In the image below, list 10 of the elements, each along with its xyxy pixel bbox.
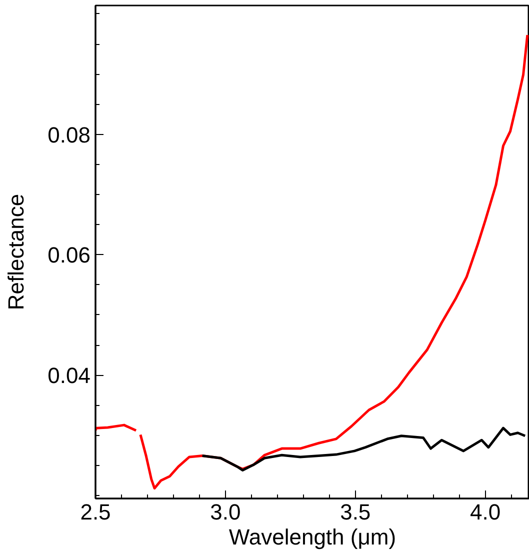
x-tick-label: 2.5	[80, 500, 111, 524]
line-series	[201, 426, 526, 472]
y-tick-label: 0.08	[48, 122, 91, 148]
y-tick-label: 0.04	[48, 363, 91, 388]
y-axis-title: Reflectance	[4, 194, 29, 310]
x-axis-title: Wavelength (μm)	[228, 524, 396, 550]
y-tick-label: 0.06	[48, 242, 91, 268]
x-tick-label: 3.5	[340, 500, 371, 524]
x-tick-label: 3.0	[210, 500, 241, 524]
x-tick-label: 4.0	[470, 500, 501, 524]
